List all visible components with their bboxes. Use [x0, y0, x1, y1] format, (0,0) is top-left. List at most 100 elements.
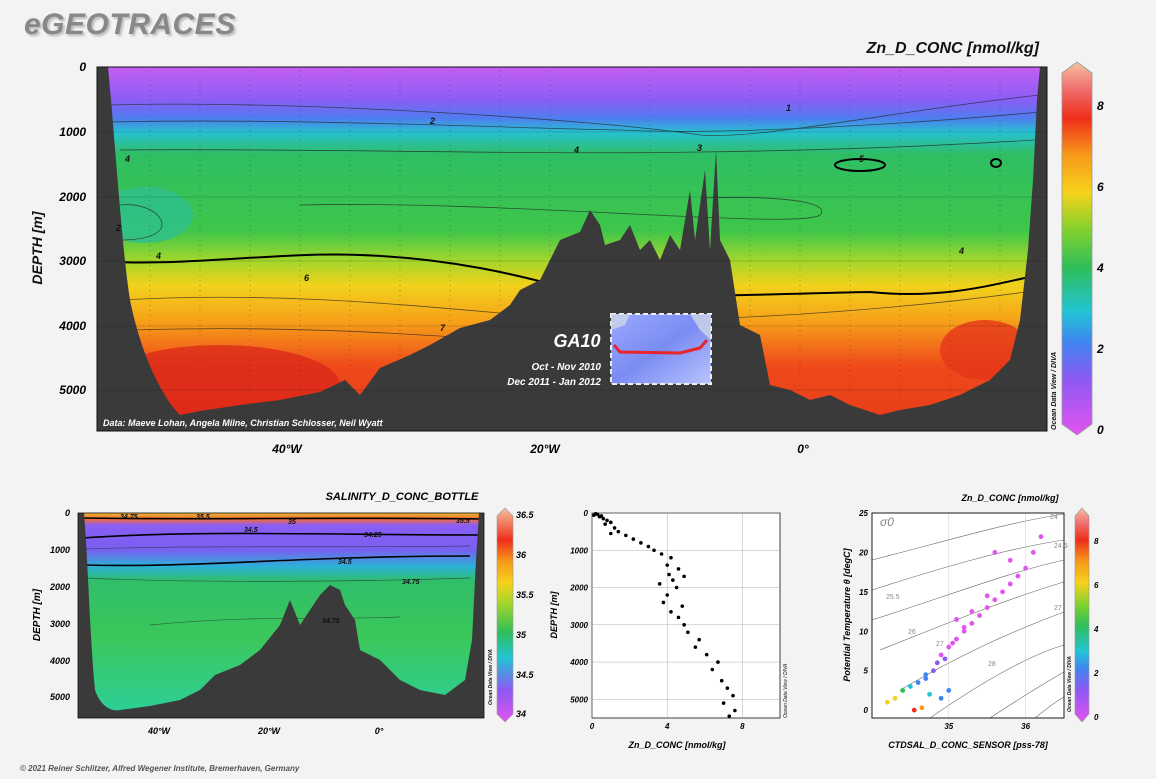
ts-point: [938, 695, 944, 701]
contour-label: 34.75: [120, 514, 138, 521]
ts-point: [1000, 589, 1005, 595]
contour-label: 35: [288, 519, 296, 526]
main-colorbar-tick: 2: [1096, 342, 1104, 356]
main-colorbar-tick: 8: [1097, 99, 1104, 113]
salinity-colorbar-tick: 35.5: [516, 590, 535, 600]
ts-point: [977, 613, 982, 618]
ts-y-tick: 20: [858, 548, 868, 557]
ts-point: [919, 705, 925, 711]
profile-point: [727, 714, 732, 718]
ts-y-tick: 25: [858, 509, 868, 518]
ts-point: [946, 688, 952, 693]
profile-point: [704, 652, 709, 657]
profile-point: [659, 552, 664, 556]
salinity-y-tick: 2000: [49, 582, 70, 592]
ts-point: [884, 699, 890, 705]
ts-points: [884, 534, 1044, 713]
salinity-title: SALINITY_D_CONC_BOTTLE: [326, 491, 479, 503]
contour-label: 1: [786, 103, 791, 113]
profile-point: [733, 708, 737, 713]
ts-point: [984, 593, 990, 599]
profile-x-label: Zn_D_CONC [nmol/kg]: [627, 740, 726, 750]
profile-point: [612, 526, 617, 530]
profile-point: [665, 593, 669, 597]
main-y-tick: 2000: [58, 190, 86, 204]
profile-point: [652, 548, 656, 553]
main-y-tick: 4000: [58, 319, 86, 333]
salinity-x-tick: 40°W: [147, 726, 172, 736]
ts-point: [1038, 534, 1044, 540]
isopycnal-label: 24: [1050, 514, 1058, 521]
profile-point: [661, 600, 666, 605]
profile-point: [680, 604, 685, 608]
contour-label: 2: [115, 223, 121, 233]
main-data-credit: Data: Maeve Lohan, Angela Milne, Christi…: [103, 418, 384, 428]
main-x-tick: 0°: [797, 442, 809, 456]
isopycnal-label: 27: [1054, 605, 1062, 612]
ts-point: [892, 695, 898, 701]
main-y-tick: 1000: [59, 125, 86, 139]
profile-y-tick: 4000: [569, 658, 588, 667]
isopycnal-label: 28: [988, 661, 996, 668]
main-colorbar-tick: 6: [1097, 180, 1104, 194]
ts-point: [992, 550, 998, 555]
ts-x-tick: 36: [1021, 722, 1030, 731]
salinity-x-tick: 20°W: [257, 726, 282, 736]
ts-point: [1023, 565, 1028, 571]
profile-y-tick: 5000: [570, 695, 588, 704]
profile-points: [592, 511, 737, 718]
ts-point: [911, 707, 917, 713]
ts-x-tick: 35: [944, 722, 953, 731]
salinity-colorbar: [496, 507, 514, 723]
ts-point: [946, 644, 952, 650]
contour-label: 35.5: [196, 514, 210, 521]
main-y-label: DEPTH [m]: [29, 210, 45, 284]
contour-label: 4: [573, 145, 579, 155]
contour-label: 35.5: [456, 518, 470, 525]
profile-point: [669, 555, 673, 560]
profile-point: [667, 572, 671, 577]
profile-y-tick: 2000: [569, 584, 588, 593]
ts-point: [992, 597, 998, 603]
profile-y-label: DEPTH [m]: [549, 590, 559, 638]
contour-label: 4: [124, 154, 130, 164]
main-grid: [97, 131, 1047, 391]
main-x-tick: 20°W: [529, 442, 561, 456]
contour-label: 34.25: [364, 532, 382, 539]
profile-point: [676, 567, 681, 571]
ts-colorbar-tick: 6: [1094, 581, 1099, 590]
salinity-y-tick: 1000: [50, 545, 70, 555]
profile-point: [697, 637, 701, 642]
ts-point: [915, 680, 921, 685]
contour-label: 7: [440, 323, 446, 333]
salinity-seafloor: [78, 513, 484, 718]
profile-x-tick: 4: [664, 722, 670, 731]
main-frame: [96, 66, 1048, 432]
ts-isopycnals: [871, 513, 1065, 719]
salinity-bold-contours: [81, 517, 481, 567]
salinity-colorbar-tick: 34: [516, 709, 526, 719]
brand-logo: eGEOTRACES: [24, 8, 236, 41]
salinity-contour-labels: 34.75 35 35.5 34.5 34.25 34.5 34.75 34.7…: [120, 514, 470, 625]
profile-point: [646, 544, 651, 549]
profile-point: [603, 522, 607, 526]
profile-point: [716, 660, 720, 664]
ts-point: [900, 688, 906, 693]
inset-date-2: Dec 2011 - Jan 2012: [507, 377, 601, 388]
salinity-colorbar-tick: 36.5: [516, 510, 535, 520]
ts-isopycnal-labels: 24 24.5 25.5 26 27 27 28: [886, 514, 1068, 668]
ts-point: [934, 660, 940, 666]
main-colorbar-tick: 0: [1097, 423, 1104, 437]
main-title: Zn_D_CONC [nmol/kg]: [866, 40, 1040, 57]
contour-label: 4: [155, 251, 161, 261]
profile-point: [676, 615, 681, 620]
ts-y-tick: 10: [859, 627, 868, 636]
contour-label: 3: [697, 143, 702, 153]
seafloor-bathymetry: [97, 67, 1047, 431]
ts-y-label: Potential Temperature θ [degC]: [842, 547, 852, 681]
inset-cruise-label: GA10: [553, 331, 600, 351]
ts-point: [1015, 573, 1021, 579]
ts-point: [923, 672, 929, 678]
profile-point: [719, 678, 724, 683]
